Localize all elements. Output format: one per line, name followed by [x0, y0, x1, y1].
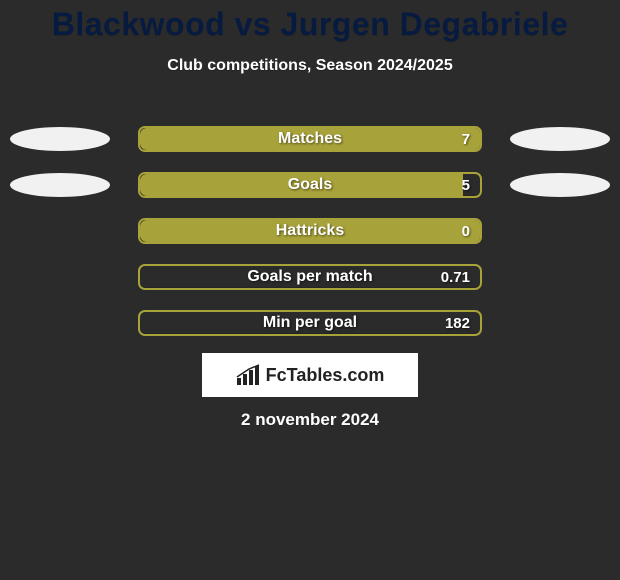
stat-value: 0.71	[441, 266, 470, 288]
logo-text: FcTables.com	[266, 365, 385, 386]
stat-bar-fill	[140, 128, 480, 150]
stat-bar-fill	[140, 174, 463, 196]
stat-row: Matches7	[0, 116, 620, 162]
page-subtitle: Club competitions, Season 2024/2025	[0, 57, 620, 75]
stat-row: Min per goal182	[0, 300, 620, 346]
player-left-ellipse	[10, 127, 110, 151]
stat-bar: Goals5	[138, 172, 482, 198]
stat-bar-fill	[140, 220, 480, 242]
stat-row: Hattricks0	[0, 208, 620, 254]
stat-row: Goals per match0.71	[0, 254, 620, 300]
logo-box: FcTables.com	[202, 353, 418, 397]
stat-bar: Hattricks0	[138, 218, 482, 244]
player-left-ellipse	[10, 173, 110, 197]
logo-prefix: Fc	[266, 365, 287, 385]
bars-icon	[236, 364, 262, 386]
stats-rows: Matches7 Goals5 Hattricks0 Goals per match0…	[0, 116, 620, 346]
stat-bar: Goals per match0.71	[138, 264, 482, 290]
stat-row: Goals5	[0, 162, 620, 208]
logo-main: Tables	[287, 365, 343, 385]
logo-suffix: .com	[342, 365, 384, 385]
stat-label: Goals per match	[140, 266, 480, 288]
page-title: Blackwood vs Jurgen Degabriele	[0, 0, 620, 43]
comparison-infographic: Blackwood vs Jurgen Degabriele Club comp…	[0, 0, 620, 580]
player-right-ellipse	[510, 127, 610, 151]
date-line: 2 november 2024	[0, 410, 620, 430]
stat-bar: Min per goal182	[138, 310, 482, 336]
stat-bar: Matches7	[138, 126, 482, 152]
stat-value: 182	[445, 312, 470, 334]
stat-label: Min per goal	[140, 312, 480, 334]
logo: FcTables.com	[236, 364, 385, 386]
player-right-ellipse	[510, 173, 610, 197]
